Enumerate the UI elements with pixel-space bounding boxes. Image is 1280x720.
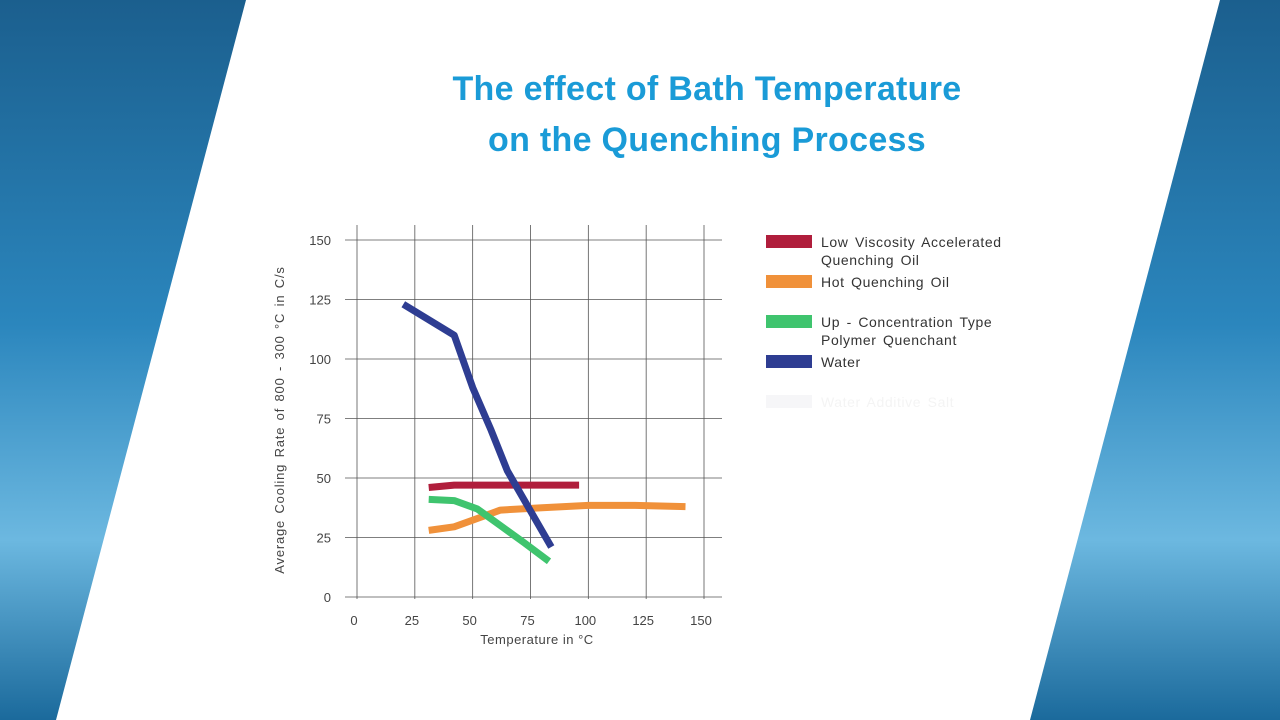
x-tick-label: 50 [462,613,476,628]
legend-item-water: Water [766,353,1041,371]
legend-swatch [766,275,812,288]
legend-swatch [766,235,812,248]
left-blue-panel [0,0,246,720]
y-tick-label: 50 [317,471,331,486]
x-tick-label: 25 [405,613,419,628]
y-tick-label: 100 [309,352,331,367]
slide-title: The effect of Bath Temperature on the Qu… [0,64,1280,166]
legend-label: Low Viscosity Accelerated Quenching Oil [821,234,1002,268]
series-line-hot-quenching-oil [428,501,686,534]
y-tick-label: 150 [309,233,331,248]
legend-label: Water [821,354,861,370]
legend-item-water-additive-salt: Water Additive Salt [766,393,1041,411]
x-tick-label: 0 [350,613,357,628]
series-line-water [401,301,555,549]
title-line-2: on the Quenching Process [488,121,926,159]
legend-swatch [766,315,812,328]
legend-item-hot-quenching-oil: Hot Quenching Oil [766,273,1041,291]
title-line-1: The effect of Bath Temperature [452,70,962,108]
y-tick-label: 25 [317,531,331,546]
legend-label: Water Additive Salt [821,394,955,410]
legend-item-polymer-quenchant: Up - Concentration Type Polymer Quenchan… [766,313,1041,349]
y-tick-label: 0 [324,590,331,605]
y-tick-label: 125 [309,293,331,308]
x-tick-label: 75 [520,613,534,628]
legend-swatch [766,355,812,368]
y-tick-label: 75 [317,412,331,427]
series-line-low-viscosity-accelerated-quenching-oil [428,481,580,491]
x-tick-label: 100 [574,613,596,628]
x-tick-label: 125 [632,613,654,628]
y-axis-label: Average Cooling Rate of 800 - 300 °C in … [272,266,287,573]
legend-swatch [766,395,812,408]
x-tick-label: 150 [690,613,712,628]
series-line-up-concentration-type-polymer-quenchant [428,495,552,565]
legend-label: Up - Concentration Type Polymer Quenchan… [821,314,993,348]
legend-label: Hot Quenching Oil [821,274,950,290]
right-blue-panel [1030,0,1280,720]
x-axis-label: Temperature in °C [480,632,593,647]
legend-item-low-viscosity-oil: Low Viscosity Accelerated Quenching Oil [766,233,1041,269]
